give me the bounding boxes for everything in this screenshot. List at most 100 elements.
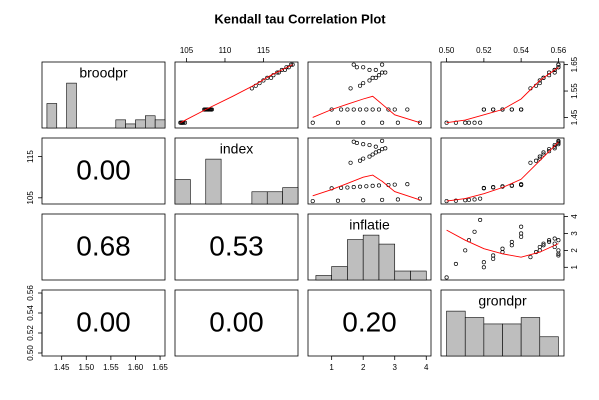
scatter-point — [345, 107, 350, 112]
scatter-point — [481, 265, 486, 270]
scatter-point — [351, 107, 356, 112]
histogram-bar — [125, 123, 136, 129]
scatter-point — [310, 199, 315, 204]
y-tick-label: 115 — [26, 150, 35, 163]
x-tick-label: 115 — [257, 46, 270, 55]
y-tick-label: 4 — [570, 214, 579, 219]
x-tick-label: 0.56 — [551, 46, 567, 55]
scatter-point — [361, 198, 366, 203]
x-tick-label: 3 — [393, 363, 398, 372]
scatter-point — [552, 236, 557, 241]
scatter-point — [519, 224, 524, 229]
scatter-point — [533, 250, 539, 255]
y-tick-label: 0.50 — [26, 345, 35, 361]
histogram-bar — [282, 187, 299, 205]
y-tick-label: 1 — [570, 265, 579, 270]
scatter-point — [478, 120, 483, 125]
variable-name: inflatie — [349, 217, 390, 233]
scatter-point — [373, 144, 378, 149]
scatter-point — [351, 62, 356, 67]
scatter-point — [491, 253, 496, 258]
y-tick-label: 105 — [26, 191, 35, 205]
scatter-point — [392, 107, 397, 112]
x-tick-label: 1 — [329, 363, 334, 372]
scatter-point — [376, 107, 382, 112]
histogram-bar — [205, 158, 222, 205]
panel — [174, 61, 299, 129]
scatter-point — [367, 78, 372, 83]
scatter-point — [509, 243, 514, 248]
correlation-value: 0.00 — [76, 154, 131, 185]
scatter-point — [339, 107, 344, 112]
scatter-point — [552, 67, 557, 72]
scatter-point — [491, 107, 496, 112]
scatter-point — [547, 239, 552, 244]
scatter-point — [453, 198, 458, 203]
scatter-point — [370, 183, 375, 188]
y-tick-label: 0.56 — [26, 285, 35, 301]
scatter-point — [537, 81, 542, 86]
y-tick-label: 0.54 — [26, 305, 35, 321]
scatter-point — [547, 238, 552, 243]
histogram-bar — [394, 270, 411, 281]
scatter-point — [367, 154, 372, 159]
scatter-point — [361, 120, 366, 125]
scatter-point — [370, 152, 375, 157]
scatter-point — [547, 149, 552, 154]
histogram-bar — [266, 191, 283, 205]
scatter-point — [357, 184, 363, 189]
histogram-bar — [315, 275, 332, 281]
x-tick-label: 105 — [180, 46, 194, 55]
variable-name: grondpr — [478, 293, 527, 309]
scatter-point — [367, 142, 372, 148]
scatter-point — [541, 75, 546, 80]
scatter-point — [491, 185, 496, 190]
scatter-point — [541, 241, 546, 246]
histogram-bar — [251, 191, 268, 205]
scatter-point — [519, 234, 524, 239]
histogram-bar — [347, 239, 364, 281]
histogram-bar — [46, 103, 58, 129]
histogram-bar — [539, 336, 559, 357]
x-tick-label: 1.55 — [103, 363, 119, 372]
scatter-point — [556, 62, 561, 67]
scatter-point — [361, 81, 366, 86]
scatter-point — [348, 160, 353, 165]
scatter-point — [537, 154, 542, 159]
scatter-point — [357, 158, 363, 163]
scatter-point — [265, 75, 270, 80]
scatter-point — [392, 182, 397, 187]
scatter-point — [367, 67, 372, 72]
variable-name: broodpr — [79, 65, 128, 81]
scatter-point — [351, 139, 356, 144]
histogram-bar — [135, 119, 146, 129]
scatter-point — [481, 185, 486, 190]
scatter-point — [335, 198, 341, 203]
scatter-point — [552, 70, 557, 75]
scatter-point — [528, 255, 533, 260]
scatter-point — [463, 120, 468, 125]
scatter-point — [395, 197, 400, 202]
scatter-point — [556, 65, 561, 70]
scatter-point — [386, 107, 391, 112]
x-tick-label: 1.60 — [128, 363, 144, 372]
histogram-bar — [483, 323, 503, 357]
scatter-point — [380, 197, 385, 202]
variable-name: index — [220, 141, 253, 157]
panel — [174, 137, 299, 205]
x-tick-label: 0.50 — [439, 46, 455, 55]
correlation-value: 0.20 — [342, 306, 397, 337]
scatter-point — [376, 183, 382, 188]
histogram-bar — [331, 266, 348, 281]
panel — [440, 137, 565, 205]
panel — [41, 61, 166, 129]
scatter-point — [380, 138, 385, 143]
scatter-point — [357, 83, 363, 88]
scatter-point — [182, 120, 188, 125]
scatter-point — [444, 275, 449, 280]
smoother-line — [446, 141, 559, 202]
scatter-point — [383, 70, 388, 75]
histogram-bar — [520, 317, 541, 357]
scatter-point — [361, 156, 366, 161]
